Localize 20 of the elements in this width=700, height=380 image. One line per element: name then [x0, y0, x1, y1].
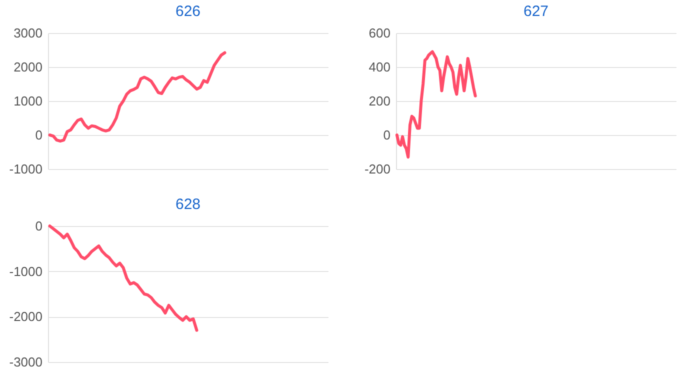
y-tick-label: 200	[368, 94, 390, 108]
y-tick-label: 3000	[14, 26, 42, 40]
chart-title: 626	[175, 3, 201, 20]
y-tick-label: 0	[383, 128, 390, 142]
y-tick-label: -1000	[9, 264, 42, 279]
y-tick-label: 400	[368, 60, 390, 74]
line-series	[48, 51, 226, 143]
y-tick-label: -3000	[9, 354, 42, 370]
y-tick-label: 2000	[14, 60, 42, 74]
y-tick-label: 1000	[14, 94, 42, 108]
y-tick-label: -200	[364, 162, 390, 176]
y-tick-label: -1000	[9, 162, 42, 176]
y-tick-label: -2000	[9, 309, 42, 324]
line-series	[395, 50, 477, 159]
y-tick-label: 600	[368, 26, 390, 40]
y-tick-label: 0	[35, 218, 42, 234]
chart-title: 627	[523, 3, 549, 20]
chart-title: 628	[175, 196, 201, 213]
y-tick-label: 0	[35, 128, 42, 142]
line-series	[48, 224, 198, 332]
